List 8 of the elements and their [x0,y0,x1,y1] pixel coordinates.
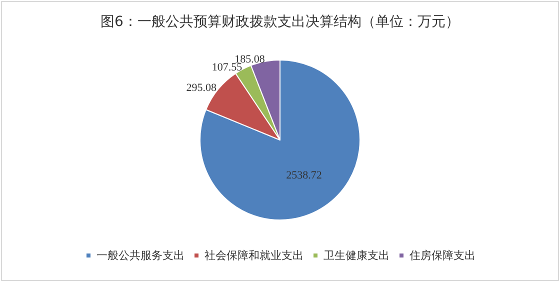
data-label: 2538.72 [286,170,322,182]
data-label: 295.08 [186,82,218,94]
legend-label: 社会保障和就业支出 [204,249,304,262]
legend-label: 一般公共服务支出 [96,249,184,262]
legend-label: 住房保障支出 [410,249,476,262]
legend-label: 卫生健康支出 [324,249,390,262]
data-label: 107.55 [212,61,243,74]
chart-title: 图6：一般公共预算财政拨款支出决算结构（单位：万元） [100,14,460,30]
